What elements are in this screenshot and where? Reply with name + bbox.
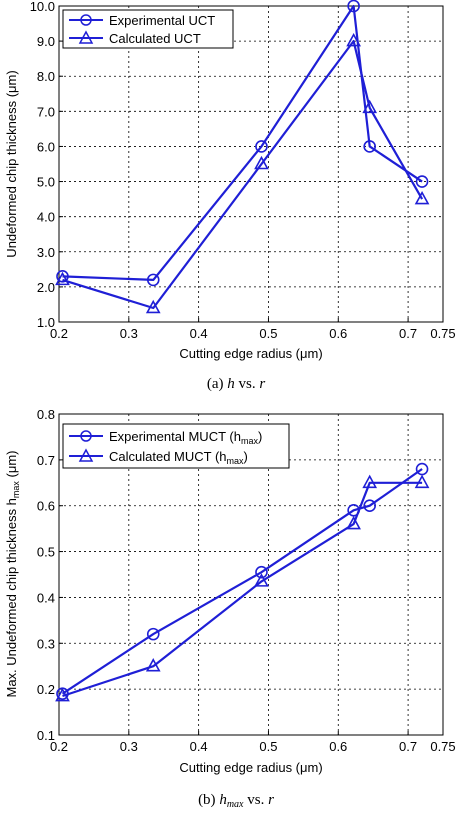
data-point-calculated-a xyxy=(414,190,430,205)
series-line-calculated-a xyxy=(62,39,424,310)
y-tick-label-a: 8.0 xyxy=(37,69,55,84)
data-point-experimental-a xyxy=(56,270,69,283)
legend-box-a xyxy=(62,9,234,49)
legend-label-experimental-b: Experimental MUCT (hmax) xyxy=(109,429,262,446)
legend-marker-circle-a xyxy=(80,14,92,26)
y-tick-label-a: 1.0 xyxy=(37,315,55,330)
ticks-a: 0.2 0.3 0.4 0.5 0.6 0.7 0.75 1.0 2.0 3.0 4.0 5.0 6.0… xyxy=(30,0,456,341)
data-point-calculated-b xyxy=(145,658,161,672)
data-point-experimental-a xyxy=(347,0,360,13)
legend-b: Experimental MUCT (hmax) Calculated MUCT… xyxy=(62,423,290,469)
legend-label-calculated-b: Calculated MUCT (hmax) xyxy=(109,449,248,466)
legend-marker-triangle-b xyxy=(78,448,94,462)
y-tick-label-b: 0.5 xyxy=(37,545,55,560)
x-axis-label-a: Cutting edge radius (μm) xyxy=(179,346,322,361)
data-point-calculated-b xyxy=(346,515,361,530)
data-point-calculated-b xyxy=(55,687,70,702)
caption-a: (a) h vs. r xyxy=(207,376,266,392)
legend-marker-triangle-a xyxy=(78,30,94,44)
data-point-calculated-b xyxy=(414,474,430,489)
data-point-experimental-b xyxy=(363,499,376,513)
y-tick-label-b: 0.6 xyxy=(37,499,55,514)
y-tick-label-b: 0.3 xyxy=(37,636,55,651)
data-point-calculated-a xyxy=(362,99,378,114)
data-point-experimental-a xyxy=(415,175,429,188)
data-point-calculated-a xyxy=(346,32,361,47)
data-point-experimental-a xyxy=(146,273,160,287)
y-tick-label-b: 0.8 xyxy=(37,407,55,422)
data-point-experimental-b xyxy=(415,462,429,476)
legend-label-experimental-a: Experimental UCT xyxy=(109,13,215,28)
y-tick-label-b: 0.2 xyxy=(37,682,55,697)
x-tick-label-a: 0.7 xyxy=(399,326,417,341)
data-point-experimental-a xyxy=(363,140,376,153)
x-tick-label-b: 0.2 xyxy=(50,739,68,754)
grid-b xyxy=(59,414,443,735)
y-tick-label-b: 0.1 xyxy=(37,728,55,743)
ticks-b: 0.2 0.3 0.4 0.5 0.6 0.7 0.750.10.20.30.40.50.6… xyxy=(37,407,456,754)
x-tick-label-b: 0.7 xyxy=(399,739,417,754)
data-point-experimental-b xyxy=(146,627,160,641)
series-a xyxy=(55,0,430,314)
caption-b: (b) hmax vs. r xyxy=(198,792,274,810)
grid-a xyxy=(59,6,443,322)
x-tick-label-b: 0.3 xyxy=(120,739,138,754)
legend-label-calculated-a: Calculated UCT xyxy=(109,31,201,46)
chart-panel-a: 0.2 0.3 0.4 0.5 0.6 0.7 0.75 1.0 2.0 3.0 4.0 5.0 6.0… xyxy=(4,0,456,392)
y-tick-label-b: 0.7 xyxy=(37,453,55,468)
legend-marker-circle-b xyxy=(80,430,92,442)
data-point-experimental-b xyxy=(255,565,268,579)
y-tick-label-b: 0.4 xyxy=(37,590,55,605)
series-line-experimental-b xyxy=(61,468,423,695)
y-tick-label-a: 5.0 xyxy=(37,175,55,190)
data-point-calculated-b xyxy=(362,474,378,489)
y-tick-label-a: 6.0 xyxy=(37,139,55,154)
x-tick-label-a: 0.6 xyxy=(329,326,347,341)
x-tick-label-b: 0.5 xyxy=(259,739,277,754)
x-tick-label-a: 0.3 xyxy=(120,326,138,341)
y-tick-label-a: 10.0 xyxy=(30,0,55,14)
y-tick-label-a: 4.0 xyxy=(37,210,55,225)
x-axis-label-b: Cutting edge radius (μm) xyxy=(179,760,322,775)
y-tick-label-a: 7.0 xyxy=(37,104,55,119)
x-tick-label-a: 0.5 xyxy=(259,326,277,341)
x-tick-label-a: 0.4 xyxy=(190,326,208,341)
plot-area-a xyxy=(58,5,444,323)
series-line-experimental-a xyxy=(62,4,423,281)
legend-box-b xyxy=(62,423,290,469)
data-point-calculated-b xyxy=(254,573,269,587)
data-point-experimental-a xyxy=(255,140,268,153)
series-line-calculated-b xyxy=(62,481,423,698)
y-axis-label-b: Max. Undeformed chip thickness hmax (μm) xyxy=(4,450,21,697)
legend-a: Experimental UCT Calculated UCT xyxy=(62,9,234,49)
data-point-calculated-a xyxy=(145,299,161,314)
y-axis-label-a: Undeformed chip thickness (μm) xyxy=(4,70,19,257)
y-tick-label-a: 3.0 xyxy=(37,245,55,260)
x-tick-label-b: 0.6 xyxy=(329,739,347,754)
x-tick-label-b: 0.4 xyxy=(190,739,208,754)
x-tick-label-b: 0.75 xyxy=(430,739,455,754)
chart-panel-b: 0.2 0.3 0.4 0.5 0.6 0.7 0.750.10.20.30.40.50.6… xyxy=(4,407,456,810)
x-tick-label-a: 0.75 xyxy=(430,326,455,341)
x-tick-label-a: 0.2 xyxy=(50,326,68,341)
series-b xyxy=(55,462,430,702)
data-point-calculated-a xyxy=(55,271,70,286)
y-tick-label-a: 2.0 xyxy=(37,280,55,295)
y-tick-label-a: 9.0 xyxy=(37,34,55,49)
data-point-calculated-a xyxy=(254,155,269,170)
